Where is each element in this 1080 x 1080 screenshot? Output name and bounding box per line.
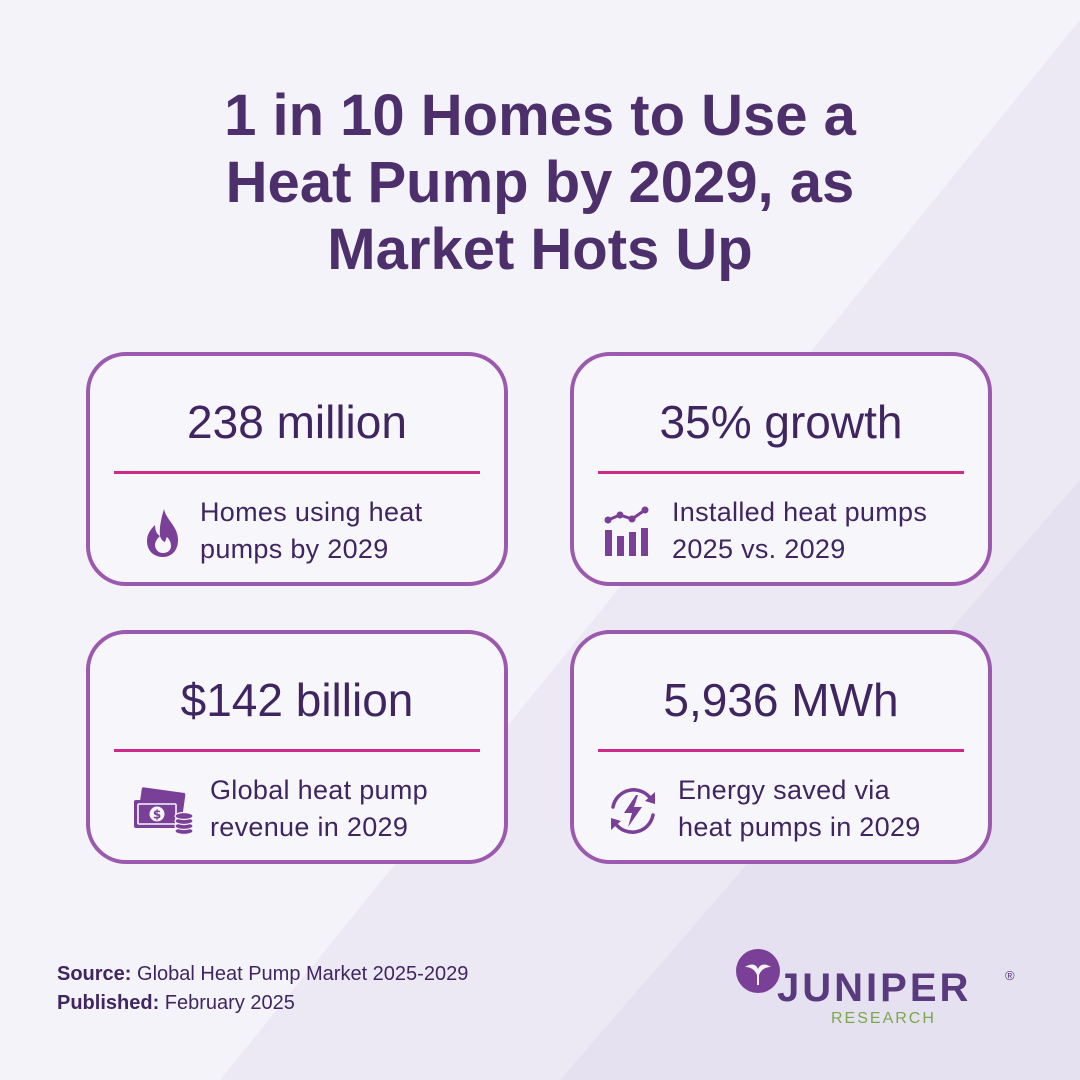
divider [598, 749, 964, 752]
desc-line: pumps by 2029 [200, 534, 389, 564]
stat-description: Homes using heat pumps by 2029 [200, 494, 422, 568]
desc-line: 2025 vs. 2029 [672, 534, 846, 564]
stat-value: $142 billion [180, 674, 414, 726]
title-line: 1 in 10 Homes to Use a [224, 83, 856, 148]
juniper-research-logo: JUNIPER ® RESEARCH [733, 948, 1023, 1033]
divider [114, 471, 480, 474]
title-line: Market Hots Up [327, 217, 753, 282]
source-footer: Source: Global Heat Pump Market 2025-202… [57, 960, 468, 1018]
stat-description: Energy saved via heat pumps in 2029 [678, 772, 921, 846]
energy-cycle-icon [611, 788, 655, 834]
money-coins-icon: $ [134, 787, 194, 836]
stat-card-revenue: $142 billion $ Global heat pump revenue … [86, 630, 508, 864]
stat-description: Global heat pump revenue in 2029 [210, 772, 428, 846]
svg-text:$: $ [153, 808, 161, 822]
logo-wordmark: JUNIPER [777, 966, 972, 1010]
desc-line: Energy saved via [678, 775, 890, 805]
stat-value: 238 million [187, 396, 407, 448]
published-value: February 2025 [164, 992, 295, 1014]
published-line: Published: February 2025 [57, 989, 468, 1018]
title-line: Heat Pump by 2029, as [225, 150, 855, 215]
desc-line: Global heat pump [210, 775, 428, 805]
stat-value: 35% growth [659, 396, 903, 448]
bar-line-chart-icon [604, 506, 649, 556]
desc-line: heat pumps in 2029 [678, 812, 921, 842]
desc-line: revenue in 2029 [210, 812, 409, 842]
stat-card-energy: 5,936 MWh Energy saved via heat pumps in… [570, 630, 992, 864]
stat-description: Installed heat pumps 2025 vs. 2029 [672, 494, 927, 568]
desc-line: Homes using heat [200, 497, 423, 527]
source-label: Source: [57, 963, 132, 985]
stat-card-homes: 238 million Homes using heat pumps by 20… [86, 352, 508, 586]
flame-icon [147, 509, 178, 557]
divider [598, 471, 964, 474]
source-value: Global Heat Pump Market 2025-2029 [137, 963, 469, 985]
stat-card-growth: 35% growth Installed heat pumps 2025 vs.… [570, 352, 992, 586]
page-title: 1 in 10 Homes to Use a Heat Pump by 2029… [90, 82, 990, 283]
desc-line: Installed heat pumps [672, 497, 928, 527]
divider [114, 749, 480, 752]
stat-value: 5,936 MWh [663, 674, 899, 726]
juniper-logo-mark-icon [736, 949, 780, 993]
registered-mark: ® [1005, 968, 1015, 983]
published-label: Published: [57, 992, 160, 1014]
logo-subtitle: RESEARCH [831, 1010, 936, 1027]
source-line: Source: Global Heat Pump Market 2025-202… [57, 960, 468, 989]
